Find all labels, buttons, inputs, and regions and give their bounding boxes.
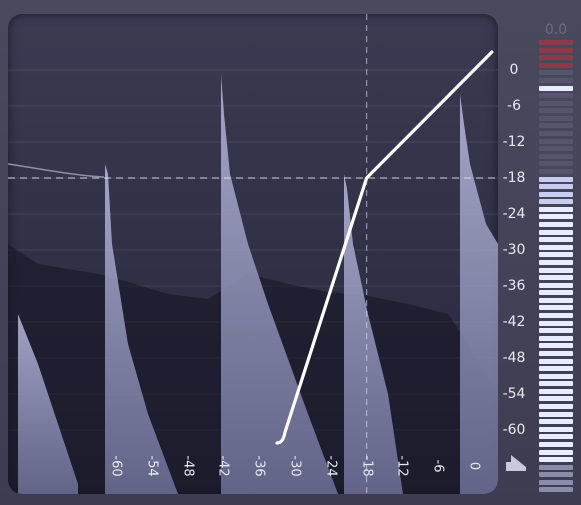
x-tick-label: -36: [252, 455, 267, 476]
meter-segment: [539, 237, 573, 242]
meter-segment: [539, 336, 573, 341]
meter-segment: [539, 222, 573, 227]
meter-segment: [539, 480, 573, 485]
meter-segment: [539, 313, 573, 318]
meter-segment: [539, 48, 573, 53]
meter-segment: [539, 260, 573, 265]
x-tick-label: -54: [144, 455, 159, 476]
meter-segment: [539, 321, 573, 326]
meter-segment: [539, 305, 573, 310]
meter-segment: [539, 101, 573, 106]
meter-segment: [539, 93, 573, 98]
meter-segment: [539, 268, 573, 273]
y-tick-label: -30: [494, 242, 534, 258]
meter-segment: [539, 139, 573, 144]
x-tick-label: -6: [431, 460, 446, 473]
meter-segment: [539, 351, 573, 356]
meter-segment: [539, 207, 573, 212]
graph-canvas[interactable]: [8, 14, 498, 494]
meter-segment: [539, 434, 573, 439]
meter-segment: [539, 366, 573, 371]
meter-segment: [539, 442, 573, 447]
meter-segment: [539, 252, 573, 257]
meter-segment: [539, 404, 573, 409]
transfer-mode-icon[interactable]: [503, 452, 529, 474]
meter-segment: [539, 381, 573, 386]
y-tick-label: 0: [494, 62, 534, 78]
meter-segment: [539, 131, 573, 136]
y-tick-label: -12: [494, 134, 534, 150]
meter-segment: [539, 177, 573, 182]
y-tick-label: -48: [494, 350, 534, 366]
meter-segment: [539, 184, 573, 189]
meter-segment: [539, 275, 573, 280]
meter-segment: [539, 374, 573, 379]
meter-segment: [539, 465, 573, 470]
meter-segment: [539, 116, 573, 121]
meter-segment: [539, 343, 573, 348]
x-tick-label: -24: [323, 455, 338, 476]
x-tick-label: -42: [216, 455, 231, 476]
meter-segment: [539, 472, 573, 477]
meter-segment: [539, 457, 573, 462]
meter-segment: [539, 70, 573, 75]
y-tick-label: -18: [494, 170, 534, 186]
x-tick-label: 0: [467, 462, 482, 470]
y-tick-label: -60: [494, 422, 534, 438]
y-tick-label: -24: [494, 206, 534, 222]
meter-segment: [539, 78, 573, 83]
meter-segment: [539, 283, 573, 288]
meter-segment: [539, 450, 573, 455]
meter-segment: [539, 389, 573, 394]
meter-segment: [539, 427, 573, 432]
y-tick-label: -54: [494, 386, 534, 402]
meter-segment: [539, 419, 573, 424]
x-tick-label: -48: [180, 455, 195, 476]
meter-segment: [539, 290, 573, 295]
meter-segment: [539, 123, 573, 128]
x-tick-label: -12: [395, 455, 410, 476]
meter-segment: [539, 359, 573, 364]
meter-segment: [539, 328, 573, 333]
x-tick-label: -30: [288, 455, 303, 476]
meter-segment: [539, 396, 573, 401]
x-tick-label: -60: [109, 455, 124, 476]
meter-segment: [539, 146, 573, 151]
waveform-transient: [460, 94, 498, 494]
meter-segment: [539, 199, 573, 204]
meter-segment: [539, 108, 573, 113]
y-tick-label: -42: [494, 314, 534, 330]
y-tick-label: -6: [494, 98, 534, 114]
meter-segment: [539, 86, 573, 91]
y-tick-label: -36: [494, 278, 534, 294]
meter-segment: [539, 214, 573, 219]
meter-segment: [539, 55, 573, 60]
meter-segment: [539, 412, 573, 417]
transfer-graph[interactable]: [8, 14, 498, 494]
meter-segment: [539, 192, 573, 197]
meter-segment: [539, 487, 573, 492]
x-tick-label: -18: [359, 455, 374, 476]
meter-segment: [539, 169, 573, 174]
level-meter: [536, 40, 576, 495]
meter-segment: [539, 298, 573, 303]
meter-segment: [539, 40, 573, 45]
meter-segment: [539, 230, 573, 235]
meter-segment: [539, 154, 573, 159]
meter-segment: [539, 245, 573, 250]
meter-segment: [539, 161, 573, 166]
meter-segment: [539, 63, 573, 68]
peak-readout: 0.0: [536, 22, 576, 38]
input-curve: [8, 164, 104, 177]
